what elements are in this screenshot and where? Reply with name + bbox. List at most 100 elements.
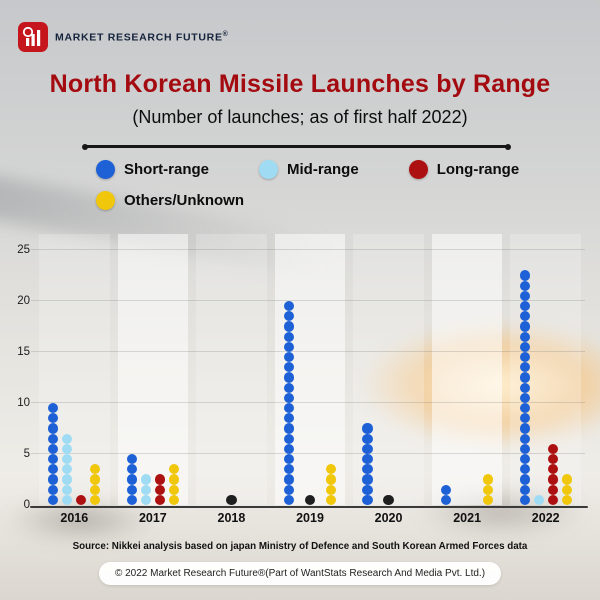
x-axis-labels: 2016 2017 2018 2019 2020 2021 2022: [35, 511, 585, 529]
dot-others-2022: [561, 494, 572, 505]
dot-others-2021: [483, 474, 494, 485]
dot-short-2020: [362, 494, 373, 505]
dot-long-2017: [154, 474, 165, 485]
dot-short-2019: [283, 392, 295, 403]
dot-short-2022: [519, 311, 530, 322]
dot-short-2019: [283, 382, 295, 393]
rock-shadow-left: [6, 498, 156, 542]
dot-short-2022: [519, 352, 530, 363]
dot-long-2016: [76, 494, 87, 505]
dot-short-2019: [283, 454, 295, 465]
dot-others-2022: [561, 474, 572, 485]
y-tick-20: 20: [17, 295, 30, 307]
dot-short-2016: [48, 423, 59, 434]
dot-mid-2016: [62, 464, 73, 475]
dot-mid-2017: [140, 494, 151, 505]
dot-short-2019: [283, 484, 295, 495]
dot-mid-2017: [140, 474, 151, 485]
dot-short-2022: [519, 280, 530, 291]
dot-short-2019: [283, 474, 295, 485]
legend-label: Long-range: [436, 161, 520, 178]
long-range-swatch-icon: [408, 160, 428, 179]
zero-marker-2019: [304, 494, 316, 505]
dot-short-2022: [519, 403, 530, 414]
dot-others-2017: [168, 494, 179, 505]
zero-marker-2018: [226, 494, 237, 505]
chart-subtitle: (Number of launches; as of first half 20…: [132, 107, 468, 127]
dot-others-2017: [168, 484, 179, 495]
dot-short-2020: [362, 433, 373, 444]
dot-short-2022: [519, 321, 530, 332]
x-label-2019: 2019: [296, 511, 324, 525]
dot-short-2019: [283, 341, 295, 352]
dot-short-2017: [126, 494, 137, 505]
dot-others-2021: [483, 494, 494, 505]
dot-short-2019: [283, 372, 295, 383]
dot-others-2019: [325, 484, 337, 495]
brand-logo-icon: [18, 22, 48, 52]
dot-others-2021: [483, 484, 494, 495]
dot-short-2017: [126, 454, 137, 465]
dot-short-2019: [283, 352, 295, 363]
dot-others-2022: [561, 484, 572, 495]
dot-short-2022: [519, 413, 530, 424]
legend-row-2: Others/Unknown: [96, 191, 570, 210]
dot-short-2021: [441, 494, 452, 505]
dot-short-2016: [48, 403, 59, 414]
dot-long-2017: [154, 494, 165, 505]
gridline-20: [31, 300, 585, 301]
y-tick-0: 0: [23, 499, 30, 511]
dot-short-2022: [519, 270, 530, 281]
registered-mark: ®: [222, 30, 229, 38]
legend-label: Others/Unknown: [124, 192, 245, 209]
legend-label: Short-range: [124, 161, 210, 178]
dot-short-2022: [519, 331, 530, 342]
dot-short-2022: [519, 484, 530, 495]
dot-others-2016: [90, 474, 101, 485]
others-unknown-swatch-icon: [96, 191, 115, 210]
gridline-25: [31, 249, 585, 250]
dot-short-2020: [362, 474, 373, 485]
legend-item-long-range: Long-range: [408, 160, 520, 179]
dot-short-2016: [48, 494, 59, 505]
gridline-10: [31, 402, 585, 403]
dot-long-2022: [547, 454, 558, 465]
zero-marker-2020: [383, 494, 394, 505]
dot-short-2020: [362, 464, 373, 475]
dot-long-2022: [547, 443, 558, 454]
x-label-2017: 2017: [138, 511, 167, 525]
short-range-swatch-icon: [96, 160, 115, 179]
dot-mid-2017: [140, 484, 151, 495]
dot-short-2022: [519, 423, 530, 434]
dot-short-2016: [48, 433, 59, 444]
dot-long-2022: [547, 474, 558, 485]
dot-short-2019: [283, 321, 295, 332]
dot-short-2016: [48, 454, 59, 465]
legend-item-others-unknown: Others/Unknown: [96, 191, 244, 210]
dot-short-2022: [519, 341, 530, 352]
x-label-2022: 2022: [531, 511, 560, 525]
x-label-2020: 2020: [374, 511, 403, 525]
dot-short-2022: [519, 382, 530, 393]
dot-short-2022: [519, 494, 530, 505]
dot-short-2019: [283, 464, 295, 475]
source-note: Source: Nikkei analysis based on japan M…: [72, 541, 528, 552]
brand-name: MARKET RESEARCH FUTURE®: [55, 31, 229, 44]
dot-short-2022: [519, 392, 530, 403]
dot-short-2019: [283, 443, 295, 454]
dot-short-2019: [283, 494, 295, 505]
year-band-2021: [431, 234, 503, 505]
dot-mid-2016: [62, 474, 73, 485]
dot-short-2022: [519, 433, 530, 444]
dot-short-2019: [283, 362, 295, 373]
dot-short-2022: [519, 372, 530, 383]
dot-short-2019: [283, 413, 295, 424]
chart-plot-area: [31, 234, 585, 505]
dot-short-2016: [48, 484, 59, 495]
dot-short-2016: [48, 464, 59, 475]
dot-long-2022: [547, 484, 558, 495]
divider-end-dot: [82, 143, 88, 150]
dot-short-2020: [362, 443, 373, 454]
dot-mid-2016: [62, 494, 73, 505]
